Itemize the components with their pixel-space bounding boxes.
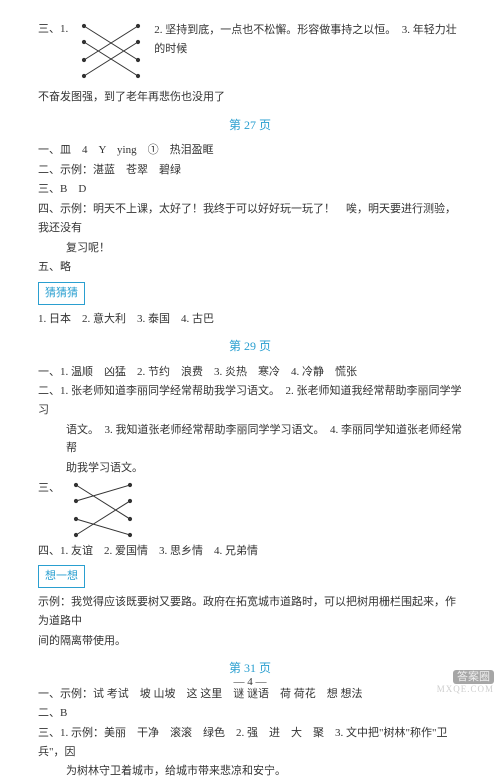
p27-box: 猜猜猜: [38, 282, 85, 305]
p27-l2: 二、示例：湛蓝 苍翠 碧绿: [38, 161, 462, 180]
watermark: 答案圈 MXQE.COM: [437, 671, 494, 696]
p29-sec3-prefix: 三、: [38, 479, 60, 498]
p29-think-a: 示例：我觉得应该既要树又要路。政府在拓宽城市道路时，可以把树用栅栏围起来，作为道…: [38, 593, 462, 630]
sec3-bottom: 不奋发图强，到了老年再悲伤也没用了: [38, 88, 462, 107]
p27-l4a: 四、示例：明天不上课，太好了！我终于可以好好玩一玩了！ 唉，明天要进行测验，我还…: [38, 200, 462, 237]
p29-l2c: 助我学习语文。: [38, 459, 462, 478]
watermark-top: 答案圈: [453, 670, 494, 684]
p31-l3b: 为树林守卫着城市，给城市带来悲凉和安宁。: [38, 762, 462, 781]
p29-l2a: 二、1. 张老师知道李丽同学经常帮助我学习语文。 2. 张老师知道我经常帮助李丽…: [38, 382, 462, 419]
p29-box: 想一想: [38, 565, 85, 588]
p29-sec3-row: 三、: [38, 479, 462, 541]
p29-l4: 四、1. 友谊 2. 爱国情 3. 思乡情 4. 兄弟情: [38, 542, 462, 561]
p27-l3: 三、B D: [38, 180, 462, 199]
p27-l4b: 复习呢！: [38, 239, 462, 258]
watermark-bottom: MXQE.COM: [437, 684, 494, 694]
matching-diagram-1: [76, 20, 146, 82]
matching-diagram-2: [68, 479, 138, 541]
p27-l1: 一、皿 4 Y ying ① 热泪盈眶: [38, 141, 462, 160]
sec3-line1: 2. 坚持到底，一点也不松懈。形容做事持之以恒。 3. 年轻力壮的时候: [154, 21, 462, 58]
page-27-heading: 第 27 页: [38, 115, 462, 135]
p31-l2: 二、B: [38, 704, 462, 723]
p27-ans: 1. 日本 2. 意大利 3. 泰国 4. 古巴: [38, 310, 462, 329]
section-three-prefix: 三、1.: [38, 20, 68, 39]
p31-l3a: 三、1. 示例：美丽 干净 滚滚 绿色 2. 强 进 大 聚 3. 文中把"树林…: [38, 724, 462, 761]
p27-l5: 五、略: [38, 258, 462, 277]
p29-think-b: 间的隔离带使用。: [38, 632, 462, 651]
section-three-block: 三、1. 2. 坚持到底，一点也不松懈。形容做事持之以恒。 3. 年轻力壮的时候: [38, 20, 462, 82]
footer-page-number: — 4 —: [0, 673, 500, 692]
page-29-heading: 第 29 页: [38, 336, 462, 356]
section-three-text: 2. 坚持到底，一点也不松懈。形容做事持之以恒。 3. 年轻力壮的时候: [154, 20, 462, 59]
p29-l1: 一、1. 温顺 凶猛 2. 节约 浪费 3. 炎热 寒冷 4. 冷静 慌张: [38, 363, 462, 382]
p29-l2b: 语文。 3. 我知道张老师经常帮助李丽同学学习语文。 4. 李丽同学知道张老师经…: [38, 421, 462, 458]
